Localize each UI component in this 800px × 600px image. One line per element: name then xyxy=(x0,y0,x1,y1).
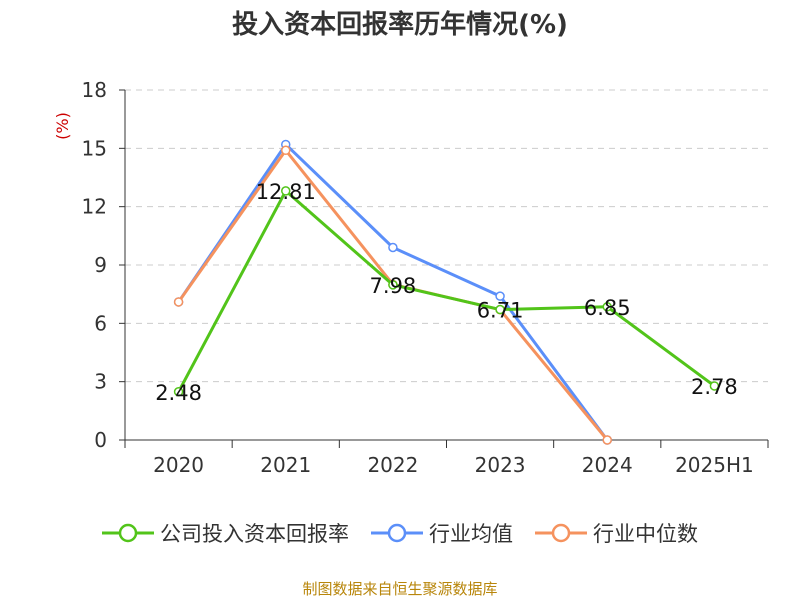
legend-label-industry-mean: 行业均值 xyxy=(429,522,513,546)
x-tick-label: 2022 xyxy=(367,453,418,477)
y-tick-label: 12 xyxy=(82,195,107,219)
data-point xyxy=(281,186,291,196)
y-tick-label: 9 xyxy=(94,253,107,277)
legend-swatch-industry-mean-icon xyxy=(371,523,423,543)
y-tick-label: 6 xyxy=(94,311,107,335)
x-tick-label: 2024 xyxy=(582,453,633,477)
y-axis-label: (%) xyxy=(53,112,72,140)
legend-item-industry-median[interactable]: 行业中位数 xyxy=(535,518,698,548)
data-labels: 2.48 12.81 7.98 6.71 6.85 2.78 xyxy=(155,180,738,405)
data-point xyxy=(602,435,612,445)
source-note: 制图数据来自恒生聚源数据库 xyxy=(302,580,498,598)
legend-label-company: 公司投入资本回报率 xyxy=(160,522,349,546)
y-tick-label: 18 xyxy=(82,78,107,102)
legend-item-industry-mean[interactable]: 行业均值 xyxy=(371,518,513,548)
data-point xyxy=(173,387,184,397)
axes: 0 3 6 9 12 15 18 2020 2021 2022 2023 2024 2025H1 xyxy=(82,78,769,477)
data-label: 2.48 xyxy=(155,381,202,405)
data-label: 6.71 xyxy=(477,299,524,323)
x-tick-label: 2021 xyxy=(260,453,311,477)
legend-swatch-industry-median-icon xyxy=(535,523,587,543)
data-point xyxy=(388,280,398,290)
legend-swatch-company-icon xyxy=(102,523,154,543)
x-tick-label: 2023 xyxy=(475,453,526,477)
x-tick-label: 2020 xyxy=(153,453,204,477)
legend-item-company[interactable]: 公司投入资本回报率 xyxy=(102,518,349,548)
chart-title: 投入资本回报率历年情况(%) xyxy=(232,10,568,40)
data-point xyxy=(173,297,184,307)
data-label: 12.81 xyxy=(256,180,316,204)
series-line-0 xyxy=(177,189,716,393)
legend: 公司投入资本回报率 行业均值 行业中位数 xyxy=(0,518,800,548)
y-tick-label: 15 xyxy=(82,136,107,160)
data-point xyxy=(495,304,505,315)
data-point xyxy=(388,242,398,253)
data-label: 2.78 xyxy=(691,375,738,399)
data-point xyxy=(709,381,720,391)
y-tick-label: 0 xyxy=(94,428,107,452)
x-tick-label: 2025H1 xyxy=(675,453,754,477)
data-point xyxy=(495,291,505,301)
data-label: 7.98 xyxy=(370,274,417,298)
y-tick-label: 3 xyxy=(94,370,107,394)
data-point xyxy=(281,145,291,156)
series-lines xyxy=(173,139,720,445)
data-label: 6.85 xyxy=(584,296,631,320)
grid-lines xyxy=(125,89,768,383)
data-point xyxy=(602,302,612,312)
legend-label-industry-median: 行业中位数 xyxy=(593,522,698,546)
